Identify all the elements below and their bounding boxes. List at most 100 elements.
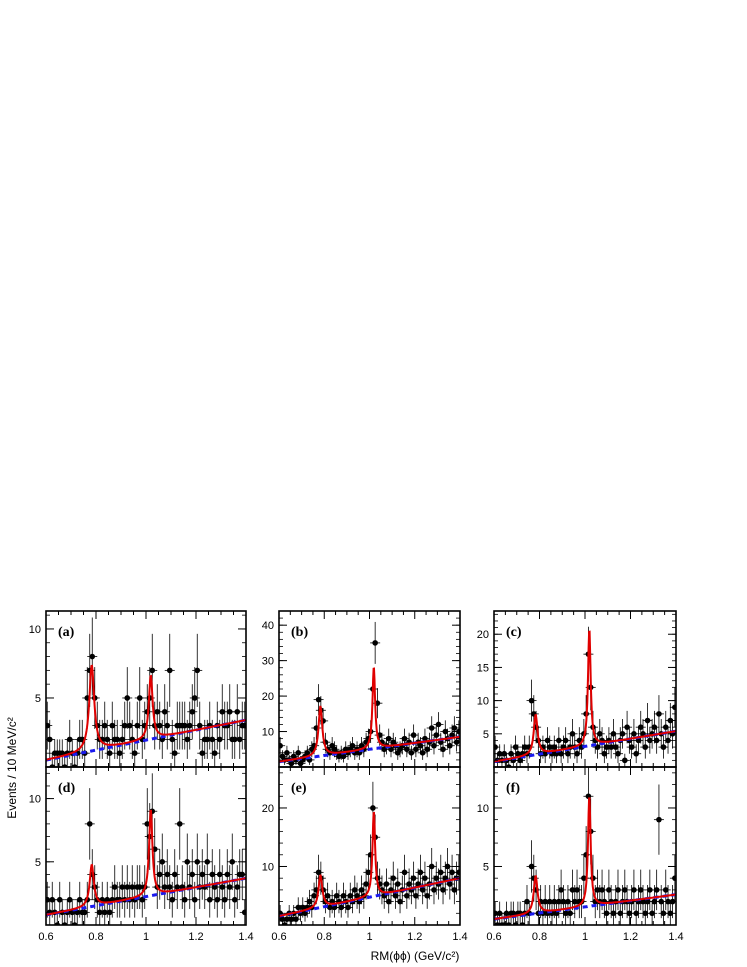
data-point	[351, 887, 358, 893]
data-point	[544, 737, 551, 744]
data-point	[424, 746, 430, 753]
y-tick-label: 5	[35, 857, 41, 869]
x-tick-label: 0.8	[88, 931, 103, 943]
data-point	[372, 640, 378, 646]
data-point	[556, 737, 562, 744]
data-point	[404, 746, 410, 753]
data-point	[166, 667, 173, 674]
panel-label: (a)	[58, 625, 75, 640]
data-point	[392, 892, 399, 899]
data-point	[86, 821, 93, 827]
x-tick-label: 1	[582, 931, 588, 943]
data-point	[447, 881, 453, 887]
data-point	[136, 695, 143, 701]
data-point	[447, 742, 453, 749]
data-point	[558, 750, 564, 757]
data-point	[363, 881, 369, 887]
data-point	[667, 717, 674, 724]
data-point	[551, 744, 558, 750]
data-point	[528, 697, 535, 704]
data-point	[119, 736, 126, 743]
data-point	[562, 737, 569, 744]
data-point	[304, 750, 311, 756]
panel-b: 10 20 30 40 (b)	[262, 610, 461, 768]
data-point	[406, 881, 412, 887]
y-tick-label: 20	[262, 691, 274, 703]
data-point	[191, 896, 198, 903]
data-point	[184, 736, 191, 743]
data-point	[637, 724, 644, 730]
data-point	[204, 859, 211, 865]
data-point	[295, 750, 302, 756]
data-point	[76, 896, 83, 903]
data-point	[433, 875, 440, 881]
data-point	[633, 910, 639, 917]
data-point	[622, 757, 628, 764]
data-point	[644, 898, 651, 905]
data-point	[176, 821, 183, 827]
x-tick-label: 1.2	[188, 931, 203, 943]
panel-f: 5 10 0.6 0.8 1 1.2 1.4 (f)	[477, 766, 684, 943]
data-point	[633, 750, 639, 757]
data-point	[622, 887, 628, 893]
panel-label: (e)	[291, 781, 307, 796]
panel-frame	[45, 610, 247, 768]
data-point	[567, 910, 574, 917]
total-fit-curve	[279, 811, 460, 918]
data-point	[315, 869, 322, 876]
data-point	[558, 887, 564, 893]
data-point	[56, 896, 63, 903]
y-tick-label: 5	[483, 729, 489, 741]
panel-d: 5 10 0.6 0.8 1 1.2 1.4 (d)	[29, 766, 254, 943]
x-tick-label: 1	[143, 931, 149, 943]
panel-c: 5 10 15 20 (c)	[477, 610, 677, 768]
x-tick-label: 0.6	[271, 931, 286, 943]
data-point	[385, 735, 392, 742]
y-tick-label: 10	[29, 794, 41, 806]
data-point	[649, 910, 655, 917]
data-point	[66, 896, 73, 903]
data-point	[226, 884, 233, 890]
data-point	[428, 863, 435, 870]
data-point	[615, 887, 621, 893]
data-point	[662, 724, 669, 730]
data-point	[164, 722, 171, 729]
data-point	[631, 731, 637, 737]
data-point	[209, 736, 216, 743]
data-point	[615, 750, 621, 757]
x-tick-label: 0.8	[317, 931, 332, 943]
total-fit-curve	[46, 664, 246, 761]
data-point	[440, 746, 446, 753]
data-point	[565, 750, 571, 757]
data-point	[390, 875, 397, 881]
data-point	[186, 722, 193, 729]
panel-a: 5 10 (a)	[29, 610, 247, 768]
data-point	[442, 728, 449, 735]
data-point	[653, 737, 660, 744]
data-point	[419, 750, 426, 756]
data-point	[194, 667, 201, 674]
data-point	[189, 708, 196, 715]
data-point	[417, 869, 424, 876]
x-tick-label: 0.8	[532, 931, 547, 943]
data-point	[349, 742, 356, 749]
data-point	[169, 896, 176, 903]
data-point	[154, 708, 161, 715]
data-point	[171, 871, 178, 878]
total-fit-curve	[279, 667, 460, 763]
data-point	[354, 892, 360, 899]
background-fit-curve	[46, 718, 246, 762]
data-point	[164, 871, 171, 878]
data-point	[306, 898, 313, 905]
data-point	[315, 696, 322, 703]
data-point	[106, 909, 113, 916]
data-point	[601, 750, 608, 757]
data-point	[216, 736, 223, 743]
x-tick-label: 0.6	[486, 931, 501, 943]
data-point	[383, 881, 390, 887]
data-point	[199, 871, 206, 878]
data-point	[431, 742, 437, 749]
data-point	[191, 695, 198, 701]
x-tick-label: 1.4	[238, 931, 253, 943]
